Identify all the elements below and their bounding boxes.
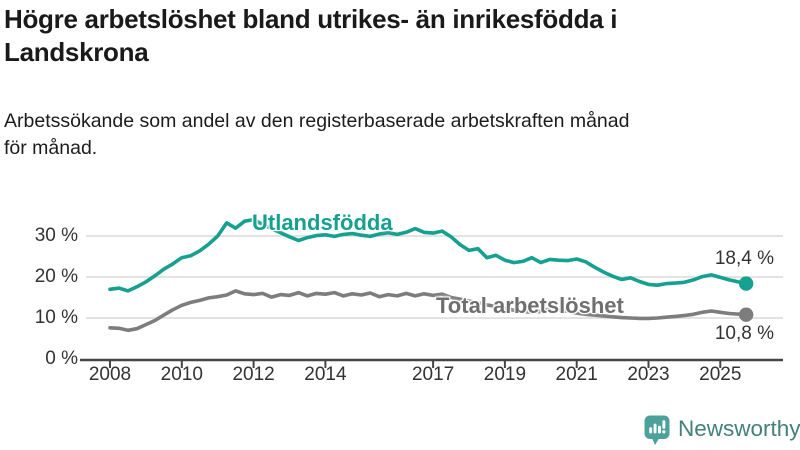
- end-value-utlandsfodda: 18,4 %: [714, 248, 774, 269]
- page-title: Högre arbetslöshet bland utrikes- än inr…: [4, 4, 618, 68]
- series-label-utlandsfodda: Utlandsfödda: [252, 210, 393, 235]
- x-axis-label: 2021: [555, 364, 598, 385]
- x-axis-label: 2012: [232, 364, 275, 385]
- x-axis-label: 2023: [627, 364, 670, 385]
- series-label-total-arbetsloshet: Total arbetslöshet: [436, 293, 624, 318]
- newsworthy-wordmark: Newsworthy: [678, 416, 800, 441]
- series-line-utlandsfodda: [108, 217, 748, 293]
- x-axis-label: 2010: [160, 364, 203, 385]
- x-axis-label: 2014: [304, 364, 347, 385]
- y-axis-label: 0 %: [45, 348, 78, 369]
- end-value-total: 10,8 %: [714, 323, 774, 344]
- x-axis-label: 2019: [483, 364, 527, 385]
- series-end-dot-total: [738, 307, 754, 322]
- y-axis-label: 10 %: [34, 307, 78, 328]
- chart-subtitle: Arbetssökande som andel av den registerb…: [4, 110, 630, 159]
- y-axis-label: 30 %: [34, 225, 78, 246]
- series-end-dot-utlandsfodda: [738, 276, 754, 291]
- x-axis-label: 2017: [411, 364, 455, 385]
- x-axis-label: 2025: [699, 364, 742, 385]
- series-line-total: [108, 289, 748, 333]
- x-axis-label: 2008: [88, 364, 132, 385]
- newsworthy-logo-icon: [644, 415, 670, 445]
- y-axis-label: 20 %: [34, 266, 78, 287]
